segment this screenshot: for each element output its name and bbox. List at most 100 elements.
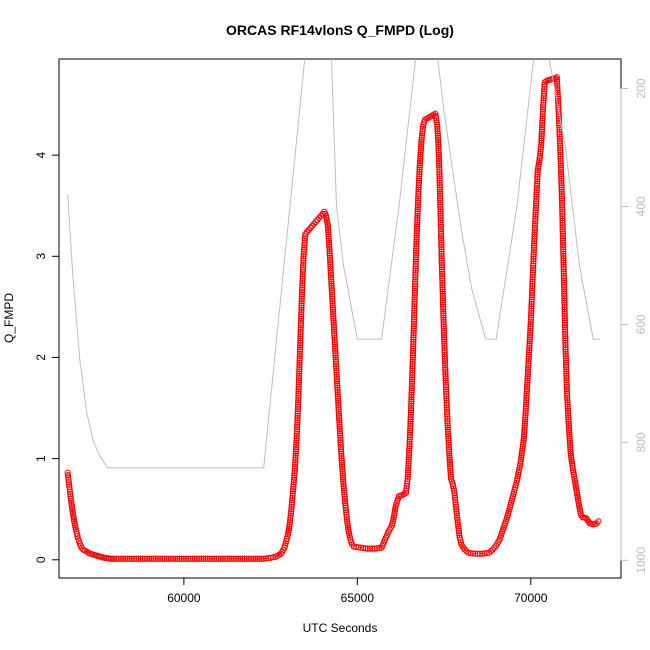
data-point bbox=[436, 192, 444, 200]
data-point bbox=[300, 246, 308, 253]
data-point bbox=[528, 289, 536, 296]
data-point bbox=[557, 153, 564, 160]
data-point bbox=[559, 221, 566, 229]
data-point bbox=[562, 335, 569, 342]
data-point bbox=[337, 434, 344, 441]
data-point bbox=[446, 452, 453, 459]
data-point bbox=[527, 314, 535, 321]
data-point bbox=[532, 207, 539, 214]
data-point bbox=[416, 166, 423, 173]
data-point bbox=[527, 312, 535, 319]
data-point bbox=[437, 212, 444, 219]
data-point bbox=[559, 239, 567, 246]
data-point bbox=[327, 271, 335, 279]
data-point bbox=[437, 230, 445, 237]
data-point bbox=[410, 327, 417, 334]
data-point bbox=[418, 138, 425, 146]
data-point bbox=[411, 303, 418, 310]
data-point bbox=[530, 253, 537, 260]
data-point bbox=[417, 143, 425, 150]
data-point bbox=[558, 182, 565, 189]
chart-title: ORCAS RF14vlonS Q_FMPD (Log) bbox=[226, 22, 454, 38]
data-point bbox=[340, 480, 347, 488]
data-point bbox=[439, 299, 447, 306]
data-point bbox=[411, 305, 418, 312]
data-point bbox=[297, 342, 304, 349]
data-point bbox=[360, 544, 367, 552]
data-point bbox=[455, 525, 462, 532]
data-point bbox=[126, 555, 133, 562]
data-point bbox=[329, 295, 336, 303]
data-point bbox=[560, 279, 568, 286]
data-point bbox=[333, 373, 340, 381]
data-point bbox=[541, 83, 548, 90]
data-point bbox=[237, 555, 244, 562]
data-point bbox=[561, 324, 569, 331]
data-point bbox=[563, 386, 571, 393]
data-point bbox=[556, 128, 563, 136]
data-point bbox=[441, 355, 448, 362]
data-point bbox=[443, 386, 450, 393]
data-point bbox=[541, 81, 548, 88]
data-point bbox=[441, 347, 448, 354]
data-point bbox=[559, 219, 566, 226]
data-point bbox=[559, 213, 566, 220]
data-point bbox=[416, 173, 423, 180]
data-point bbox=[440, 303, 447, 310]
data-point bbox=[517, 460, 524, 467]
data-point bbox=[438, 250, 445, 257]
data-point bbox=[436, 164, 443, 171]
data-point bbox=[565, 418, 572, 425]
data-point bbox=[411, 294, 418, 301]
data-point bbox=[447, 463, 454, 470]
data-point bbox=[437, 221, 444, 228]
data-point bbox=[436, 170, 443, 178]
data-point bbox=[330, 313, 337, 320]
data-point bbox=[560, 275, 568, 282]
data-point bbox=[452, 499, 459, 506]
data-point bbox=[530, 262, 537, 269]
data-point bbox=[410, 343, 417, 350]
data-point bbox=[337, 437, 344, 444]
data-point bbox=[560, 259, 567, 266]
data-point bbox=[298, 311, 305, 318]
data-point bbox=[538, 139, 545, 146]
data-point bbox=[442, 381, 450, 389]
data-point bbox=[561, 319, 569, 326]
data-point bbox=[341, 495, 348, 502]
data-point bbox=[518, 450, 525, 457]
data-point bbox=[294, 401, 302, 408]
data-point bbox=[518, 454, 525, 461]
data-point bbox=[554, 95, 562, 102]
data-point bbox=[412, 256, 419, 263]
data-point bbox=[296, 370, 303, 377]
data-point bbox=[519, 447, 526, 455]
data-point bbox=[413, 247, 420, 254]
data-point bbox=[294, 419, 301, 426]
y-tick-label: 1 bbox=[34, 455, 48, 462]
data-point bbox=[532, 204, 540, 212]
data-point bbox=[339, 463, 346, 471]
data-point bbox=[413, 240, 420, 248]
data-point bbox=[561, 288, 568, 295]
data-point bbox=[525, 362, 532, 369]
data-point bbox=[562, 342, 569, 349]
data-point bbox=[409, 356, 416, 363]
data-point bbox=[418, 134, 425, 141]
data-point bbox=[567, 442, 574, 449]
data-point bbox=[185, 555, 192, 562]
data-point bbox=[558, 177, 565, 184]
data-point bbox=[327, 274, 335, 281]
data-point bbox=[566, 439, 574, 447]
data-point bbox=[193, 555, 200, 562]
data-point bbox=[300, 255, 307, 262]
data-point bbox=[447, 469, 454, 476]
data-point bbox=[533, 191, 540, 198]
data-point bbox=[435, 143, 442, 150]
data-point bbox=[559, 206, 566, 213]
data-point bbox=[533, 187, 540, 194]
data-point bbox=[414, 217, 421, 224]
data-point bbox=[446, 454, 453, 461]
data-point bbox=[412, 251, 420, 259]
data-point bbox=[408, 396, 415, 403]
